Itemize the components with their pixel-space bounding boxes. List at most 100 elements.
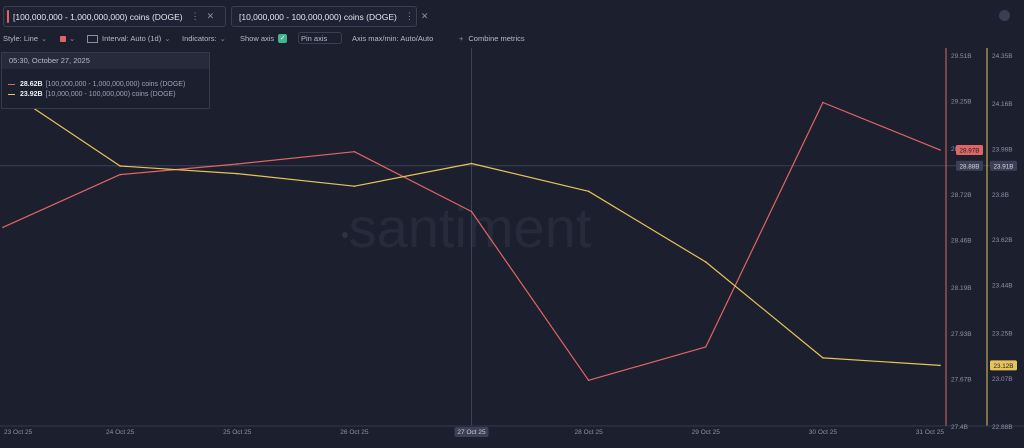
series-1-point (704, 346, 707, 348)
right-axis-tick-label: 22.88B (992, 424, 1013, 431)
right-last-value-label-bg (990, 360, 1017, 371)
tooltip-date: 05:30, October 27, 2025 (2, 53, 209, 69)
tooltip-label-1: [100,000,000 - 1,000,000,000) coins (DOG… (45, 81, 186, 88)
pin-axis-box[interactable] (298, 32, 342, 44)
right-axis-tick-label: 23.44B (992, 283, 1013, 290)
series-1-point (470, 210, 473, 213)
check-icon[interactable]: ✓ (278, 34, 288, 43)
left-axis-tick-label: 27.67B (951, 377, 972, 384)
combine-metrics-button[interactable]: + Combine metrics (459, 34, 525, 43)
style-label: Style: Line (3, 34, 39, 43)
right-axis-tick-label: 23.62B (992, 237, 1013, 244)
right-axis-tick-label: 23.07B (992, 376, 1013, 383)
right-axis-tick-label: 23.98B (992, 146, 1013, 153)
indicators-label: Indicators: (182, 34, 217, 43)
chart-toolbar: Style: Line ⌄ ⌄ Interval: Auto (1d) ⌄ In… (0, 32, 1024, 46)
x-tick-label: 30 Oct 25 (809, 429, 838, 436)
series-1-point (353, 150, 356, 153)
series-1-point (822, 101, 824, 104)
tooltip-row-1: 28.62B [100,000,000 - 1,000,000,000) coi… (8, 81, 185, 88)
watermark: santiment (349, 196, 592, 259)
series-2-point (704, 261, 707, 263)
right-axis-tick-label: 23.25B (992, 331, 1013, 338)
x-tick-label: 29 Oct 25 (692, 429, 721, 436)
right-axis-tick-label: 23.8B (992, 192, 1009, 199)
left-axis-tick-label: 29.51B (951, 53, 972, 60)
x-tick-label: 25 Oct 25 (223, 429, 252, 436)
series-1-point (236, 163, 239, 165)
series-1-point (587, 379, 590, 382)
indicators-selector[interactable]: Indicators: ⌄ (182, 34, 226, 43)
tooltip-value-1: 28.62B (20, 81, 43, 88)
show-axis-label: Show axis (240, 34, 275, 43)
series-2-point (939, 364, 941, 367)
left-axis-tick-label: 28.19B (951, 285, 972, 292)
right-last-value-label: 23.12B (994, 363, 1014, 370)
interval-selector[interactable]: Interval: Auto (1d) ⌄ (87, 34, 171, 43)
series-1-point (119, 173, 121, 176)
chevron-down-icon: ⌄ (164, 34, 171, 43)
tooltip-row-2: 23.92B [10,000,000 - 100,000,000) coins … (8, 91, 176, 98)
metric-tab-2[interactable]: [10,000,000 - 100,000,000) coins (DOGE) … (231, 6, 428, 27)
close-icon[interactable]: ✕ (420, 11, 429, 21)
metric-label-2: [10,000,000 - 100,000,000) coins (DOGE) (239, 11, 397, 22)
x-tick-label: 28 Oct 25 (575, 429, 604, 436)
axis-maxmin-selector[interactable]: Axis max/min: Auto/Auto (352, 34, 433, 43)
watermark-dot (342, 232, 348, 238)
series-2-point (119, 165, 121, 167)
metric-label-1: [100,000,000 - 1,000,000,000) coins (DOG… (13, 11, 183, 22)
series-1-point (939, 149, 941, 151)
color-swatch (60, 35, 66, 42)
x-tick-label: 27 Oct 25 (457, 429, 486, 436)
chevron-down-icon: ⌄ (219, 34, 226, 43)
left-axis-tick-label: 29.25B (951, 99, 972, 106)
series-2-point (470, 162, 473, 165)
tooltip: 05:30, October 27, 2025 28.62B [100,000,… (1, 52, 210, 109)
chevron-down-icon: ⌄ (41, 34, 48, 43)
tooltip-label-2: [10,000,000 - 100,000,000) coins (DOGE) (45, 91, 176, 98)
plus-icon: + (459, 34, 464, 43)
left-axis-tick-label: 27.93B (951, 331, 972, 338)
right-axis-tick-label: 24.35B (992, 53, 1013, 60)
left-last-value-label: 28.97B (960, 147, 980, 154)
metric-color-1 (7, 10, 9, 23)
interval-label: Interval: Auto (1d) (102, 34, 162, 43)
style-selector[interactable]: Style: Line ⌄ (3, 34, 47, 43)
tooltip-value-2: 23.92B (20, 91, 43, 98)
series-1-point (2, 226, 4, 229)
tooltip-color-1 (8, 83, 15, 86)
axis-maxmin-label: Axis max/min: Auto/Auto (352, 34, 434, 43)
pin-axis-toggle[interactable]: Pin axis (301, 34, 327, 43)
x-tick-label: 26 Oct 25 (340, 429, 369, 436)
chevron-down-icon: ⌄ (69, 34, 76, 43)
close-icon[interactable]: ✕ (206, 11, 215, 21)
color-selector[interactable]: ⌄ (60, 34, 75, 43)
metrics-bar: [100,000,000 - 1,000,000,000) coins (DOG… (0, 0, 1024, 32)
crosshair-right-label: 23.91B (994, 163, 1014, 170)
x-tick-label: 23 Oct 25 (4, 429, 33, 436)
series-2-point (353, 185, 356, 188)
left-axis-tick-label: 28.46B (951, 238, 972, 245)
series-2-point (822, 357, 824, 359)
metric-tab-1[interactable]: [100,000,000 - 1,000,000,000) coins (DOG… (3, 6, 226, 27)
series-2-point (236, 172, 239, 175)
show-axis-toggle[interactable]: Show axis ✓ (240, 34, 288, 43)
left-axis-tick-label: 27.4B (951, 424, 968, 431)
crosshair-left-label-bg (956, 160, 983, 171)
x-tick-label: 31 Oct 25 (916, 429, 945, 436)
combine-metrics-label: Combine metrics (468, 34, 525, 43)
tooltip-color-2 (8, 93, 15, 96)
x-tick-highlight (454, 427, 489, 437)
left-axis-tick-label: 28.72B (951, 192, 972, 199)
calendar-icon (87, 34, 98, 43)
series-2-point (587, 190, 590, 193)
more-vertical-icon[interactable]: ⋮ (190, 11, 200, 21)
crosshair-left-label: 28.88B (960, 163, 980, 170)
more-vertical-icon[interactable]: ⋮ (404, 11, 414, 21)
x-tick-label: 24 Oct 25 (106, 429, 135, 436)
pin-axis-label: Pin axis (301, 34, 328, 43)
moon-icon[interactable] (999, 10, 1010, 21)
right-axis-tick-label: 24.16B (992, 101, 1013, 108)
crosshair-right-label-bg (990, 160, 1017, 171)
